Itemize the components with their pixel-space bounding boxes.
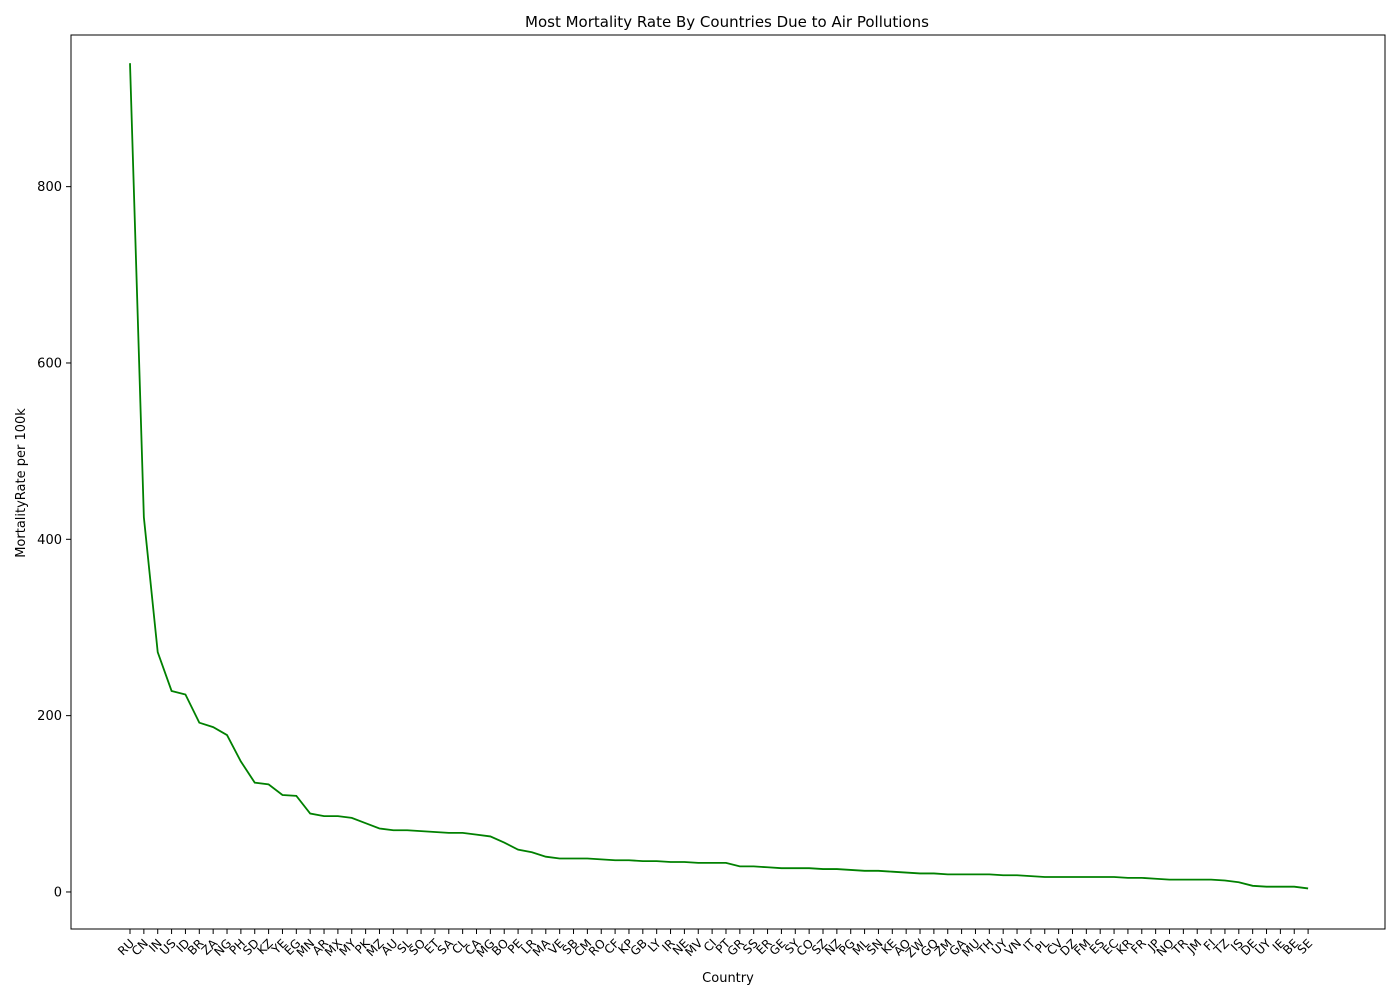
x-axis: RUCNINUSIDBRZANGPHSDKZYEEGMNARMXMYPKMZAU… — [115, 929, 1315, 960]
y-axis-label: MortalityRate per 100k — [14, 408, 29, 558]
y-tick-label: 400 — [37, 533, 62, 548]
x-tick-label: VN — [1002, 936, 1024, 958]
plot-area — [129, 63, 1309, 890]
y-tick-label: 600 — [37, 356, 62, 371]
y-axis: 0 200 400 600 800 — [37, 180, 71, 900]
x-axis-label: Country — [702, 971, 754, 986]
y-tick-label: 0 — [54, 885, 62, 900]
y-tick-label: 800 — [37, 180, 62, 195]
x-tick-label: TZ — [1210, 936, 1232, 958]
x-tick-label: UY — [1252, 936, 1274, 958]
plot-frame — [70, 34, 1386, 930]
x-tick-label: SE — [1295, 936, 1316, 957]
x-tick-label: FR — [1128, 936, 1149, 957]
y-tick-label: 200 — [37, 709, 62, 724]
series-line — [129, 63, 1309, 890]
chart-title: Most Mortality Rate By Countries Due to … — [525, 13, 929, 31]
x-tick-label: JM — [1184, 936, 1204, 956]
